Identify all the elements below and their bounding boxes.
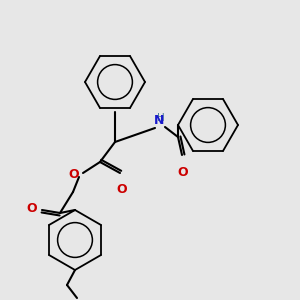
Text: O: O [178, 166, 188, 179]
Text: H: H [157, 113, 165, 123]
Text: O: O [69, 169, 79, 182]
Text: O: O [117, 183, 127, 196]
Text: O: O [27, 202, 37, 215]
Text: N: N [154, 114, 164, 127]
